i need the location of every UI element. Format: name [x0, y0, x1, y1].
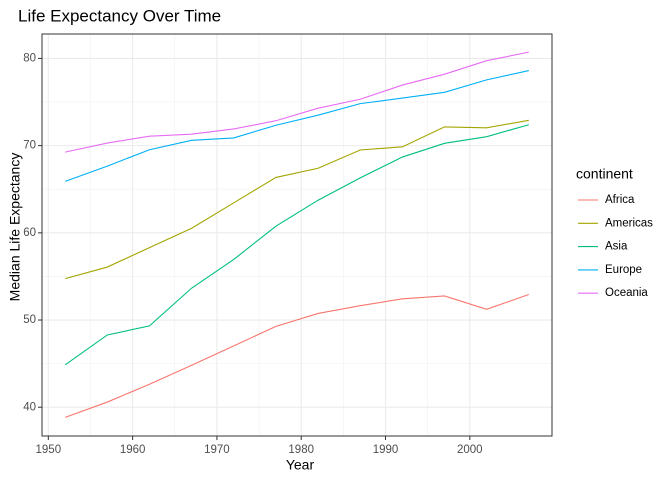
- legend-label: Asia: [605, 241, 628, 253]
- y-axis-label: Median Life Expectancy: [7, 153, 23, 302]
- legend-label: Europe: [605, 264, 642, 276]
- x-tick-label: 1950: [36, 444, 62, 456]
- x-tick-label: 1980: [288, 444, 314, 456]
- x-tick-label: 1970: [204, 444, 230, 456]
- y-tick-label: 70: [23, 140, 36, 152]
- chart-title: Life Expectancy Over Time: [18, 6, 221, 25]
- legend-label: Oceania: [605, 287, 648, 299]
- legend-title: continent: [576, 166, 633, 182]
- series-line: [64, 124, 529, 366]
- x-tick-label: 2000: [457, 444, 483, 456]
- series-line: [64, 293, 529, 418]
- x-axis-label: Year: [286, 457, 315, 473]
- y-tick-label: 40: [23, 401, 36, 413]
- series-line: [65, 51, 529, 153]
- series-line: [65, 119, 529, 280]
- panel-border: [41, 33, 553, 437]
- x-tick-label: 1990: [373, 444, 399, 456]
- y-tick-label: 80: [23, 52, 36, 64]
- legend-label: Africa: [605, 194, 635, 206]
- series-line: [64, 70, 529, 182]
- legend-label: Americas: [605, 217, 653, 229]
- y-tick-label: 50: [23, 314, 36, 326]
- x-tick-label: 1960: [120, 444, 146, 456]
- y-tick-label: 60: [23, 227, 36, 239]
